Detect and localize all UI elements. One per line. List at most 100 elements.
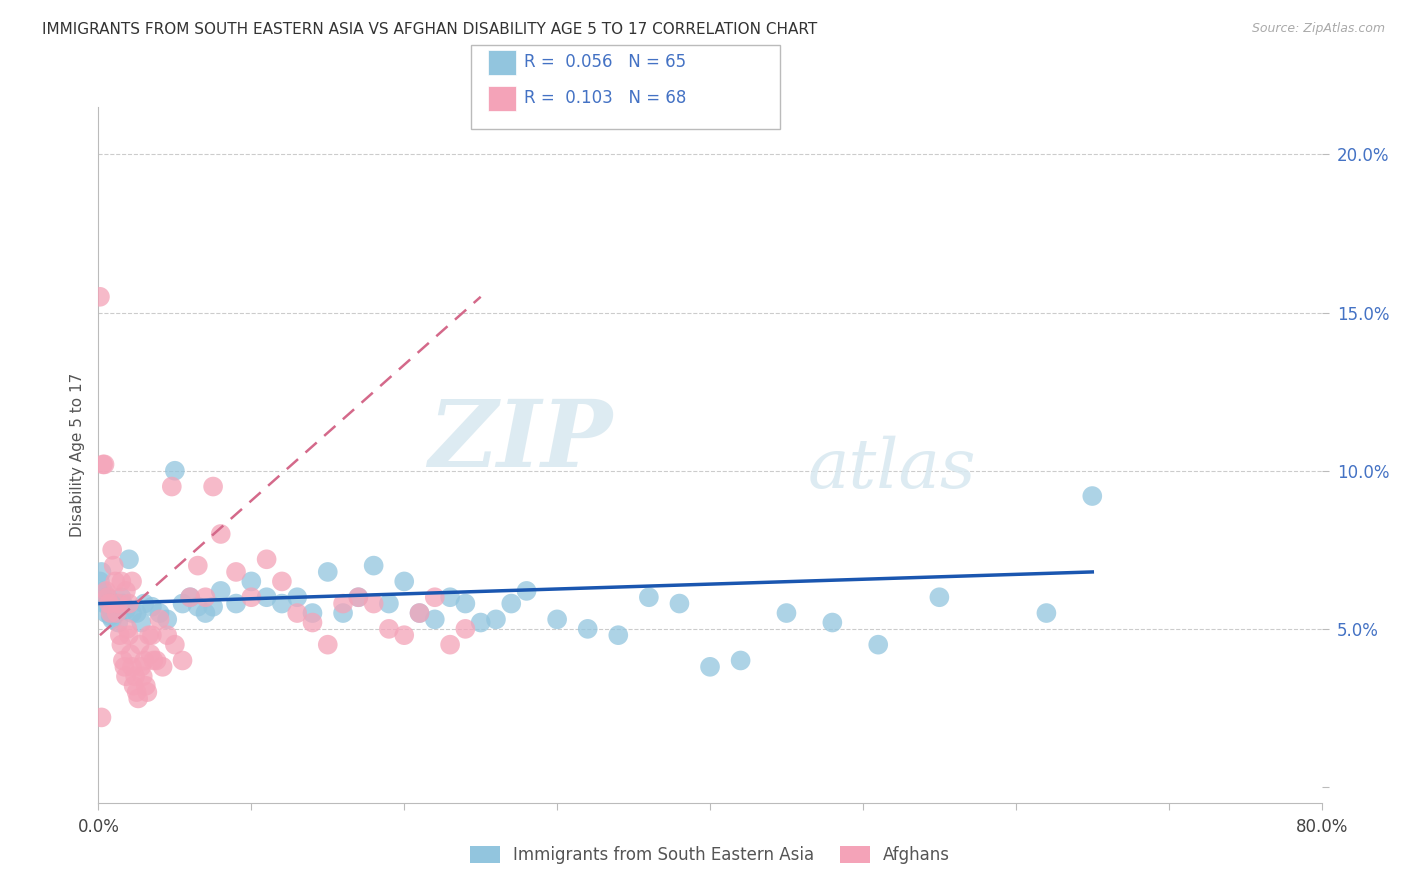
Point	[423, 612, 446, 626]
Point	[91, 458, 114, 472]
Point	[270, 597, 292, 611]
Point	[132, 669, 155, 683]
Point	[90, 710, 112, 724]
Point	[408, 606, 430, 620]
Point	[101, 612, 124, 626]
Point	[152, 660, 174, 674]
Point	[110, 591, 132, 605]
Point	[194, 591, 217, 605]
Point	[240, 591, 263, 605]
Point	[270, 574, 292, 589]
Point	[141, 599, 163, 614]
Point	[1035, 606, 1057, 620]
Point	[101, 542, 124, 557]
Point	[100, 606, 122, 620]
Point	[928, 591, 950, 605]
Point	[145, 653, 167, 667]
Point	[117, 622, 139, 636]
Point	[103, 558, 125, 573]
Point	[97, 591, 120, 605]
Point	[129, 615, 152, 630]
Point	[392, 574, 416, 589]
Point	[163, 464, 186, 478]
Point	[378, 597, 401, 611]
Point	[470, 615, 492, 630]
Point	[316, 565, 339, 579]
Point	[301, 615, 323, 630]
Point	[141, 628, 163, 642]
Point	[454, 622, 477, 636]
Point	[97, 591, 120, 605]
Point	[172, 653, 194, 667]
Point	[98, 599, 121, 614]
Point	[93, 458, 115, 472]
Point	[111, 653, 134, 667]
Point	[730, 653, 752, 667]
Point	[138, 628, 160, 642]
Point	[160, 479, 183, 493]
Point	[149, 606, 172, 620]
Point	[104, 574, 127, 589]
Point	[699, 660, 721, 674]
Point	[124, 669, 146, 683]
Point	[104, 603, 127, 617]
Point	[103, 597, 125, 611]
Point	[128, 638, 150, 652]
Point	[187, 599, 209, 614]
Point	[163, 638, 186, 652]
Point	[135, 679, 157, 693]
Point	[118, 597, 141, 611]
Point	[378, 622, 401, 636]
Point	[105, 606, 128, 620]
Point	[107, 615, 129, 630]
Point	[142, 653, 165, 667]
Y-axis label: Disability Age 5 to 17: Disability Age 5 to 17	[69, 373, 84, 537]
Point	[121, 574, 143, 589]
Point	[118, 552, 141, 566]
Legend: Immigrants from South Eastern Asia, Afghans: Immigrants from South Eastern Asia, Afgh…	[464, 839, 956, 871]
Point	[775, 606, 797, 620]
Point	[172, 597, 194, 611]
Point	[134, 597, 156, 611]
Point	[91, 583, 114, 598]
Point	[285, 606, 308, 620]
Point	[89, 574, 111, 589]
Point	[423, 591, 446, 605]
Point	[156, 628, 179, 642]
Point	[576, 622, 599, 636]
Point	[668, 597, 690, 611]
Point	[125, 606, 148, 620]
Point	[129, 660, 152, 674]
Point	[209, 527, 232, 541]
Text: R =  0.103   N = 68: R = 0.103 N = 68	[524, 89, 686, 107]
Point	[115, 603, 138, 617]
Point	[363, 597, 385, 611]
Point	[105, 606, 128, 620]
Point	[347, 591, 370, 605]
Point	[149, 612, 172, 626]
Point	[118, 628, 141, 642]
Text: IMMIGRANTS FROM SOUTH EASTERN ASIA VS AFGHAN DISABILITY AGE 5 TO 17 CORRELATION : IMMIGRANTS FROM SOUTH EASTERN ASIA VS AF…	[42, 22, 817, 37]
Point	[240, 574, 263, 589]
Point	[127, 691, 149, 706]
Point	[209, 583, 232, 598]
Point	[439, 591, 461, 605]
Point	[194, 606, 217, 620]
Point	[316, 638, 339, 652]
Point	[821, 615, 844, 630]
Point	[546, 612, 568, 626]
Point	[107, 597, 129, 611]
Point	[501, 597, 523, 611]
Point	[100, 609, 122, 624]
Point	[439, 638, 461, 652]
Point	[115, 583, 138, 598]
Point	[392, 628, 416, 642]
Point	[93, 597, 115, 611]
Point	[202, 599, 225, 614]
Point	[136, 685, 159, 699]
Point	[347, 591, 370, 605]
Point	[637, 591, 661, 605]
Point	[110, 638, 132, 652]
Point	[112, 660, 135, 674]
Point	[179, 591, 201, 605]
